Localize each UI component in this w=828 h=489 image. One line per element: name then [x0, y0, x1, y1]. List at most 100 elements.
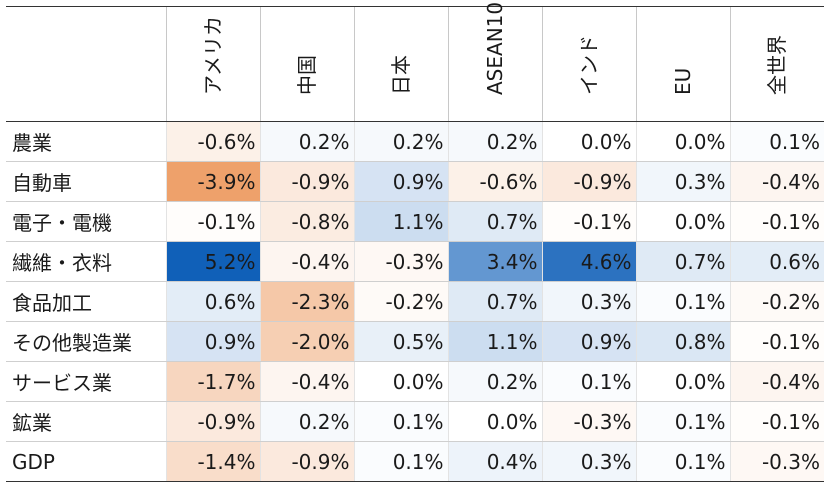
row-label: 繊維・衣料 — [6, 241, 166, 282]
heatmap-cell: 0.3% — [635, 161, 730, 202]
heatmap-cell: 1.1% — [447, 321, 542, 362]
column-header: 全世界 — [729, 6, 824, 122]
heatmap-cell: 0.0% — [635, 201, 730, 242]
heatmap-cell: 0.2% — [259, 121, 354, 162]
heatmap-cell: -0.2% — [353, 281, 448, 322]
heatmap-cell: 4.6% — [541, 241, 636, 282]
column-header-label: EU — [671, 67, 695, 95]
heatmap-cell: -0.1% — [729, 321, 824, 362]
heatmap-cell: 0.7% — [447, 281, 542, 322]
heatmap-cell: 0.1% — [541, 361, 636, 402]
header-corner — [6, 6, 166, 122]
heatmap-cell: -0.2% — [729, 281, 824, 322]
heatmap-cell: 0.9% — [353, 161, 448, 202]
heatmap-row: GDP -1.4% -0.9% 0.1% 0.4% 0.3% 0.1% -0.3% — [6, 441, 824, 482]
heatmap-row: サービス業 -1.7% -0.4% 0.0% 0.2% 0.1% 0.0% -0.4% — [6, 361, 824, 402]
column-header: インド — [541, 6, 636, 122]
row-label: 食品加工 — [6, 281, 166, 322]
heatmap-cell: 0.9% — [165, 321, 260, 362]
column-header: 日本 — [353, 6, 448, 122]
heatmap-cell: 0.1% — [729, 121, 824, 162]
row-label: 農業 — [6, 121, 166, 162]
heatmap-cell: 3.4% — [447, 241, 542, 282]
heatmap-row: 食品加工 0.6% -2.3% -0.2% 0.7% 0.3% 0.1% -0.2% — [6, 281, 824, 322]
heatmap-cell: 0.6% — [165, 281, 260, 322]
heatmap-cell: -0.1% — [165, 201, 260, 242]
heatmap-cell: 0.2% — [447, 361, 542, 402]
row-label: 自動車 — [6, 161, 166, 202]
row-label: 鉱業 — [6, 401, 166, 442]
heatmap-cell: 0.1% — [353, 401, 448, 442]
heatmap-cell: 0.7% — [447, 201, 542, 242]
heatmap-cell: 0.7% — [635, 241, 730, 282]
heatmap-cell: 0.2% — [447, 121, 542, 162]
heatmap-row: 農業 -0.6% 0.2% 0.2% 0.2% 0.0% 0.0% 0.1% — [6, 121, 824, 162]
heatmap-cell: -0.9% — [165, 401, 260, 442]
heatmap-cell: -0.1% — [729, 401, 824, 442]
heatmap-cell: 0.1% — [353, 441, 448, 482]
column-header: ASEAN10 — [447, 2, 542, 122]
heatmap-cell: -0.1% — [729, 201, 824, 242]
heatmap-cell: 1.1% — [353, 201, 448, 242]
heatmap-cell: -1.4% — [165, 441, 260, 482]
heatmap-cell: 0.1% — [635, 441, 730, 482]
heatmap-cell: 0.2% — [353, 121, 448, 162]
column-header: 中国 — [259, 6, 354, 122]
heatmap-cell: 0.0% — [635, 361, 730, 402]
heatmap-cell: -0.9% — [259, 161, 354, 202]
heatmap-cell: -0.8% — [259, 201, 354, 242]
column-header-label: 日本 — [389, 55, 413, 95]
heatmap-cell: -3.9% — [165, 161, 260, 202]
heatmap-cell: -0.4% — [259, 241, 354, 282]
heatmap-row: 繊維・衣料 5.2% -0.4% -0.3% 3.4% 4.6% 0.7% 0.6% — [6, 241, 824, 282]
heatmap-cell: 0.6% — [729, 241, 824, 282]
heatmap-cell: 0.8% — [635, 321, 730, 362]
row-label: サービス業 — [6, 361, 166, 402]
heatmap-cell: -0.6% — [165, 121, 260, 162]
heatmap-cell: -0.3% — [353, 241, 448, 282]
heatmap-cell: -0.4% — [729, 361, 824, 402]
heatmap-cell: -0.3% — [541, 401, 636, 442]
heatmap-table: アメリカ 中国 日本 ASEAN10 インド EU 全世界 農業 -0.6% 0.2% 0.2% 0… — [6, 2, 824, 482]
heatmap-cell: -0.6% — [447, 161, 542, 202]
heatmap-cell: 0.0% — [353, 361, 448, 402]
heatmap-cell: 0.4% — [447, 441, 542, 482]
heatmap-cell: 0.2% — [259, 401, 354, 442]
row-label: GDP — [6, 441, 166, 482]
heatmap-cell: -0.4% — [729, 161, 824, 202]
heatmap-cell: -0.3% — [729, 441, 824, 482]
heatmap-row: 電子・電機 -0.1% -0.8% 1.1% 0.7% -0.1% 0.0% -0.1% — [6, 201, 824, 242]
heatmap-cell: -0.4% — [259, 361, 354, 402]
heatmap-cell: -0.9% — [259, 441, 354, 482]
row-label: 電子・電機 — [6, 201, 166, 242]
heatmap-cell: 0.3% — [541, 441, 636, 482]
heatmap-cell: -2.0% — [259, 321, 354, 362]
column-header-row: アメリカ 中国 日本 ASEAN10 インド EU 全世界 — [6, 2, 824, 122]
column-header-label: ASEAN10 — [483, 1, 507, 95]
heatmap-cell: -1.7% — [165, 361, 260, 402]
heatmap-cell: 0.1% — [635, 281, 730, 322]
column-header-label: 全世界 — [765, 35, 790, 95]
heatmap-cell: 0.3% — [541, 281, 636, 322]
heatmap-cell: 0.0% — [447, 401, 542, 442]
column-header: EU — [635, 6, 730, 122]
heatmap-cell: -0.9% — [541, 161, 636, 202]
heatmap-body: 農業 -0.6% 0.2% 0.2% 0.2% 0.0% 0.0% 0.1% 自動車 -3.9% -… — [6, 121, 824, 482]
heatmap-cell: 5.2% — [165, 241, 260, 282]
heatmap-row: その他製造業 0.9% -2.0% 0.5% 1.1% 0.9% 0.8% -0.1% — [6, 321, 824, 362]
column-header-label: アメリカ — [201, 16, 225, 95]
heatmap-cell: 0.0% — [541, 121, 636, 162]
heatmap-cell: 0.0% — [635, 121, 730, 162]
heatmap-cell: 0.1% — [635, 401, 730, 442]
heatmap-row: 自動車 -3.9% -0.9% 0.9% -0.6% -0.9% 0.3% -0.4% — [6, 161, 824, 202]
heatmap-row: 鉱業 -0.9% 0.2% 0.1% 0.0% -0.3% 0.1% -0.1% — [6, 401, 824, 442]
column-header-label: 中国 — [295, 55, 319, 95]
heatmap-cell: 0.5% — [353, 321, 448, 362]
row-label: その他製造業 — [6, 321, 166, 362]
heatmap-cell: -0.1% — [541, 201, 636, 242]
column-header-label: インド — [577, 35, 601, 95]
column-header: アメリカ — [165, 6, 260, 122]
heatmap-cell: 0.9% — [541, 321, 636, 362]
heatmap-cell: -2.3% — [259, 281, 354, 322]
